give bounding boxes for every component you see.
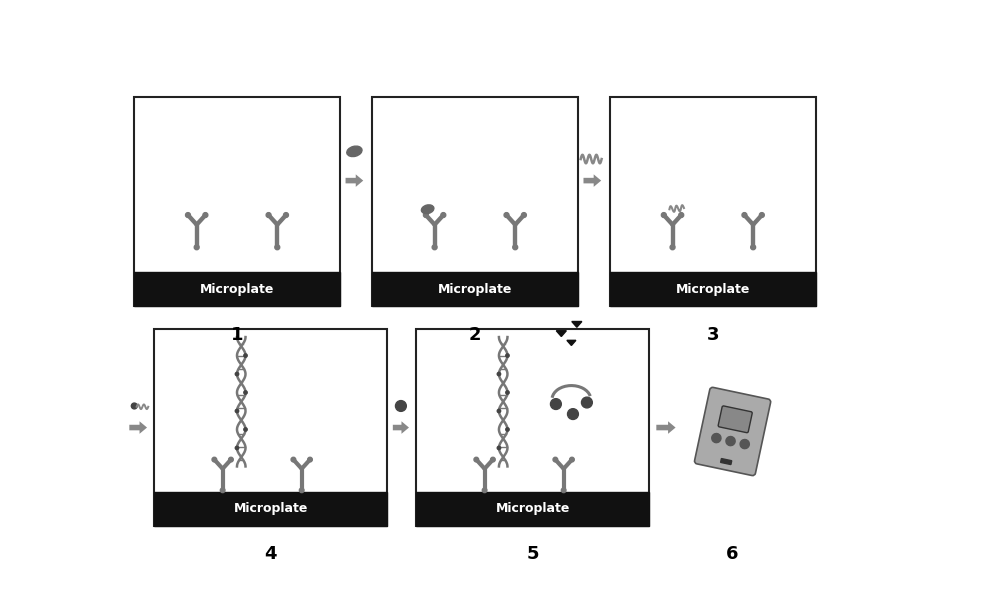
Circle shape [235, 409, 239, 413]
Bar [134, 272, 340, 306]
Circle shape [244, 428, 247, 431]
Bar [610, 97, 816, 306]
Circle shape [131, 403, 137, 409]
Circle shape [506, 428, 509, 431]
Circle shape [759, 213, 764, 218]
Circle shape [244, 354, 247, 358]
Text: Microplate: Microplate [200, 283, 274, 296]
Circle shape [497, 372, 501, 376]
Bar [154, 330, 387, 526]
Circle shape [670, 245, 675, 250]
Ellipse shape [421, 205, 434, 213]
Circle shape [497, 409, 501, 413]
Circle shape [299, 488, 304, 492]
Circle shape [432, 245, 437, 250]
Circle shape [244, 391, 247, 394]
Text: 1: 1 [231, 325, 243, 344]
Circle shape [550, 399, 561, 409]
Circle shape [506, 354, 509, 358]
Bar [372, 97, 578, 306]
Circle shape [266, 213, 271, 218]
Bar [372, 272, 578, 306]
Text: 3: 3 [707, 325, 719, 344]
Circle shape [726, 437, 735, 446]
Polygon shape [572, 322, 582, 327]
Circle shape [712, 434, 721, 443]
FancyBboxPatch shape [695, 387, 771, 475]
Circle shape [284, 213, 288, 218]
Polygon shape [556, 331, 566, 336]
Circle shape [553, 457, 558, 462]
Text: Microplate: Microplate [234, 502, 308, 516]
Circle shape [308, 457, 312, 462]
Circle shape [482, 488, 487, 492]
Circle shape [513, 245, 518, 250]
Bar [416, 330, 649, 526]
Circle shape [504, 213, 509, 218]
Text: 4: 4 [264, 545, 277, 563]
Circle shape [212, 457, 217, 462]
Ellipse shape [706, 435, 751, 466]
Bar [610, 272, 816, 306]
Circle shape [581, 397, 592, 408]
Text: Microplate: Microplate [676, 283, 750, 296]
Polygon shape [567, 340, 576, 345]
Circle shape [229, 457, 233, 462]
Circle shape [570, 457, 574, 462]
Circle shape [661, 213, 666, 218]
Text: Microplate: Microplate [495, 502, 570, 516]
Circle shape [235, 372, 239, 376]
Circle shape [679, 213, 684, 218]
Text: Microplate: Microplate [438, 283, 512, 296]
Text: 6: 6 [726, 545, 739, 563]
Bar [154, 492, 387, 526]
Circle shape [275, 245, 280, 250]
Circle shape [521, 213, 526, 218]
Bar [721, 458, 732, 465]
Circle shape [506, 391, 509, 394]
Circle shape [194, 245, 199, 250]
Circle shape [203, 213, 208, 218]
Text: 5: 5 [526, 545, 539, 563]
FancyBboxPatch shape [718, 406, 752, 433]
Bar [134, 97, 340, 306]
Circle shape [568, 409, 578, 420]
Circle shape [751, 245, 756, 250]
Circle shape [395, 401, 406, 412]
Circle shape [186, 213, 190, 218]
Circle shape [740, 440, 749, 449]
Circle shape [561, 488, 566, 492]
Ellipse shape [347, 146, 362, 157]
Circle shape [491, 457, 495, 462]
Circle shape [474, 457, 479, 462]
Circle shape [235, 446, 239, 450]
Bar [416, 492, 649, 526]
Text: 2: 2 [469, 325, 481, 344]
Circle shape [220, 488, 225, 492]
Circle shape [291, 457, 296, 462]
Circle shape [423, 213, 428, 218]
Circle shape [742, 213, 747, 218]
Circle shape [497, 446, 501, 450]
Circle shape [441, 213, 446, 218]
